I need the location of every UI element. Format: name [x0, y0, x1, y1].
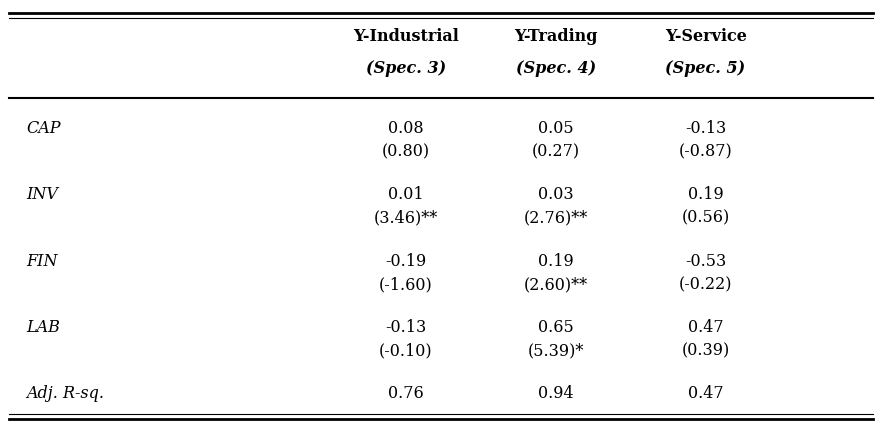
Text: (-0.10): (-0.10) — [379, 342, 432, 360]
Text: 0.01: 0.01 — [388, 186, 423, 203]
Text: Y-Industrial: Y-Industrial — [353, 28, 459, 45]
Text: 0.65: 0.65 — [538, 319, 573, 336]
Text: 0.47: 0.47 — [688, 385, 723, 402]
Text: FIN: FIN — [26, 253, 58, 270]
Text: 0.05: 0.05 — [538, 120, 573, 137]
Text: Adj. R-sq.: Adj. R-sq. — [26, 385, 104, 402]
Text: 0.76: 0.76 — [388, 385, 423, 402]
Text: INV: INV — [26, 186, 58, 203]
Text: Y-Trading: Y-Trading — [514, 28, 597, 45]
Text: -0.53: -0.53 — [685, 253, 726, 270]
Text: (3.46)**: (3.46)** — [374, 210, 437, 227]
Text: 0.94: 0.94 — [538, 385, 573, 402]
Text: (0.80): (0.80) — [382, 143, 430, 160]
Text: (0.39): (0.39) — [682, 342, 729, 360]
Text: 0.03: 0.03 — [538, 186, 573, 203]
Text: CAP: CAP — [26, 120, 61, 137]
Text: (Spec. 4): (Spec. 4) — [516, 60, 595, 77]
Text: 0.08: 0.08 — [388, 120, 423, 137]
Text: -0.19: -0.19 — [385, 253, 426, 270]
Text: (Spec. 3): (Spec. 3) — [366, 60, 445, 77]
Text: LAB: LAB — [26, 319, 60, 336]
Text: (Spec. 5): (Spec. 5) — [666, 60, 745, 77]
Text: 0.19: 0.19 — [538, 253, 573, 270]
Text: (0.56): (0.56) — [682, 210, 729, 227]
Text: (2.60)**: (2.60)** — [524, 276, 587, 293]
Text: (2.76)**: (2.76)** — [524, 210, 587, 227]
Text: -0.13: -0.13 — [385, 319, 426, 336]
Text: (5.39)*: (5.39)* — [527, 342, 584, 360]
Text: (-1.60): (-1.60) — [379, 276, 432, 293]
Text: 0.19: 0.19 — [688, 186, 723, 203]
Text: Y-Service: Y-Service — [665, 28, 746, 45]
Text: (-0.87): (-0.87) — [679, 143, 732, 160]
Text: -0.13: -0.13 — [685, 120, 726, 137]
Text: (0.27): (0.27) — [532, 143, 579, 160]
Text: (-0.22): (-0.22) — [679, 276, 732, 293]
Text: 0.47: 0.47 — [688, 319, 723, 336]
